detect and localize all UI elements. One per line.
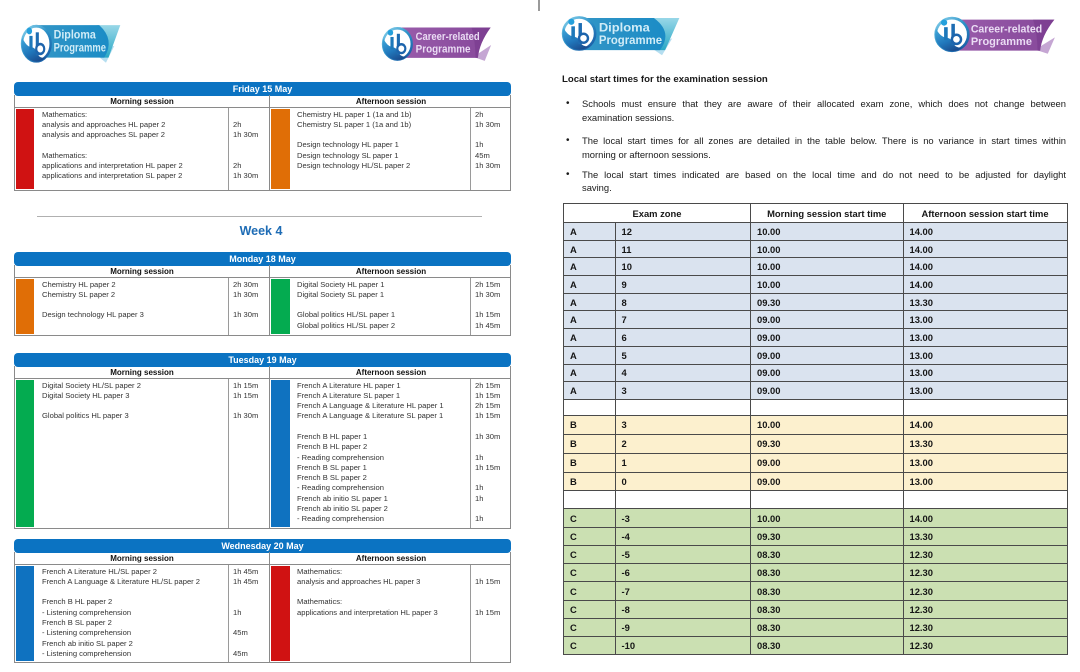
svg-text:Programme: Programme — [53, 42, 105, 55]
svg-text:Programme: Programme — [416, 43, 471, 56]
svg-text:Diploma: Diploma — [53, 29, 96, 42]
svg-text:Diploma: Diploma — [599, 21, 651, 34]
svg-text:Career-related: Career-related — [970, 23, 1041, 35]
svg-text:Programme: Programme — [599, 34, 663, 47]
svg-text:Career-related: Career-related — [416, 31, 480, 44]
svg-text:Programme: Programme — [970, 36, 1031, 48]
